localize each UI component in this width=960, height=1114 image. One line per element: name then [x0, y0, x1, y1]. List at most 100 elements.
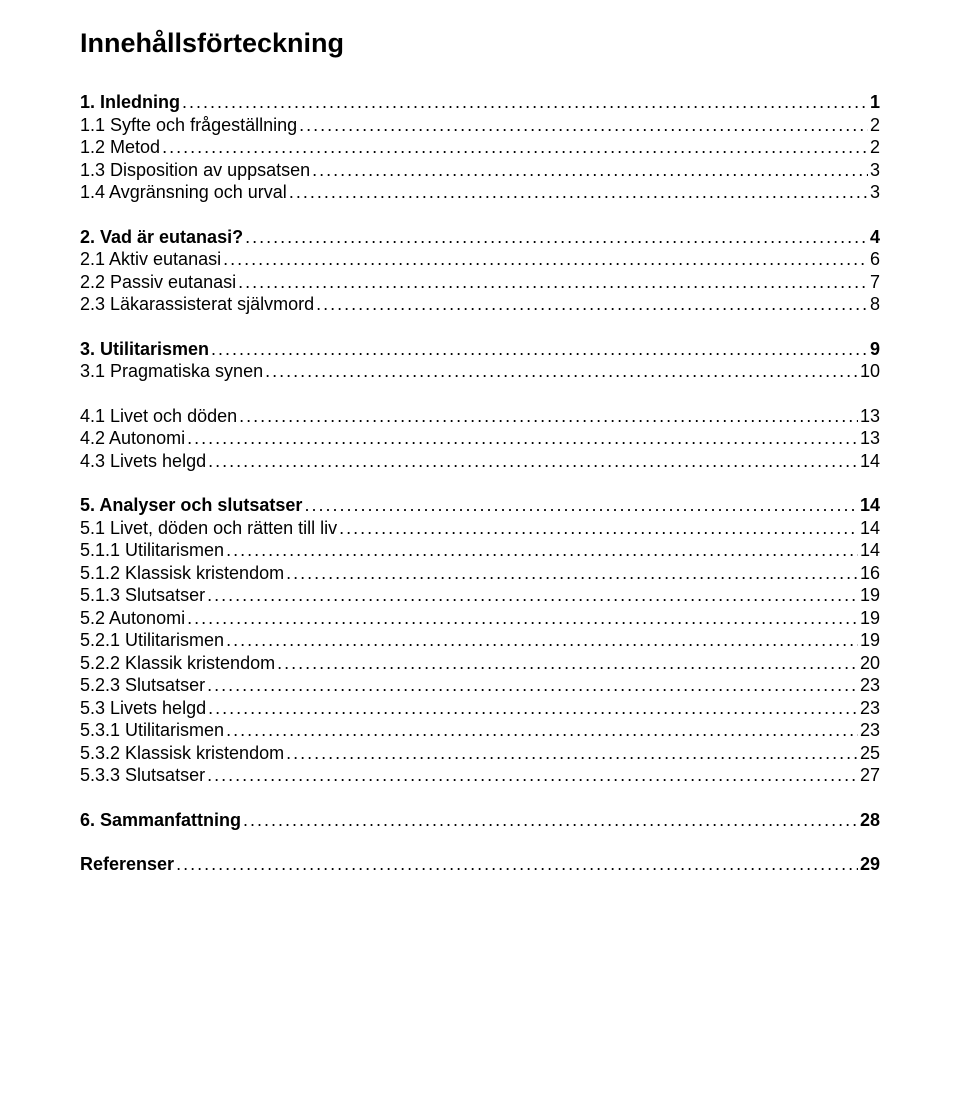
toc-dot-leader: [245, 226, 868, 249]
toc-row: 2.2 Passiv eutanasi 7: [80, 271, 880, 294]
toc-page-number: 25: [860, 742, 880, 765]
toc-page-number: 19: [860, 629, 880, 652]
toc-dot-leader: [239, 405, 858, 428]
toc-label: 5. Analyser och slutsatser: [80, 494, 302, 517]
toc-page-number: 2: [870, 114, 880, 137]
toc-dot-leader: [207, 584, 858, 607]
toc-row: 4.1 Livet och döden 13: [80, 405, 880, 428]
page-title: Innehållsförteckning: [80, 28, 880, 59]
toc-dot-leader: [207, 764, 858, 787]
toc-dot-leader: [208, 697, 858, 720]
toc-row: 1. Inledning 1: [80, 91, 880, 114]
toc-label: 5.2.1 Utilitarismen: [80, 629, 224, 652]
toc-dot-leader: [277, 652, 858, 675]
toc-label: 1.2 Metod: [80, 136, 160, 159]
toc-page-number: 29: [860, 853, 880, 876]
toc-page-number: 10: [860, 360, 880, 383]
toc-row: 3. Utilitarismen 9: [80, 338, 880, 361]
toc-label: 4.1 Livet och döden: [80, 405, 237, 428]
toc-dot-leader: [223, 248, 868, 271]
toc-page-number: 14: [860, 517, 880, 540]
toc-label: 1. Inledning: [80, 91, 180, 114]
toc-label: 6. Sammanfattning: [80, 809, 241, 832]
toc-page-number: 23: [860, 697, 880, 720]
toc-dot-leader: [312, 159, 868, 182]
toc-page-number: 2: [870, 136, 880, 159]
toc-row: 5.1 Livet, döden och rätten till liv 14: [80, 517, 880, 540]
toc-label: 5.3.3 Slutsatser: [80, 764, 205, 787]
toc-label: 5.2.3 Slutsatser: [80, 674, 205, 697]
toc-label: 4.3 Livets helgd: [80, 450, 206, 473]
toc-row: 6. Sammanfattning28: [80, 809, 880, 832]
toc-label: 5.3.2 Klassisk kristendom: [80, 742, 284, 765]
toc-page-number: 23: [860, 719, 880, 742]
toc-row: 5.2 Autonomi 19: [80, 607, 880, 630]
toc-page-number: 4: [870, 226, 880, 249]
toc-page-number: 3: [870, 181, 880, 204]
toc-row: 4.2 Autonomi 13: [80, 427, 880, 450]
toc-row: 2.1 Aktiv eutanasi6: [80, 248, 880, 271]
toc-page-number: 20: [860, 652, 880, 675]
toc-dot-leader: [299, 114, 868, 137]
toc-row: 5.1.1 Utilitarismen14: [80, 539, 880, 562]
toc-page-number: 14: [860, 494, 880, 517]
toc-label: 5.2 Autonomi: [80, 607, 185, 630]
toc-dot-leader: [207, 674, 858, 697]
toc-label: 1.4 Avgränsning och urval: [80, 181, 287, 204]
toc-page-number: 9: [870, 338, 880, 361]
toc-row: 5.3.1 Utilitarismen 23: [80, 719, 880, 742]
toc-row: 2.3 Läkarassisterat självmord 8: [80, 293, 880, 316]
toc-row: 2. Vad är eutanasi?4: [80, 226, 880, 249]
toc-row: 5.2.2 Klassik kristendom20: [80, 652, 880, 675]
toc-row: 5. Analyser och slutsatser 14: [80, 494, 880, 517]
toc-dot-leader: [286, 562, 858, 585]
toc-label: 5.3.1 Utilitarismen: [80, 719, 224, 742]
toc-label: 3. Utilitarismen: [80, 338, 209, 361]
toc-row: 1.2 Metod 2: [80, 136, 880, 159]
toc-page-number: 19: [860, 607, 880, 630]
toc-page-number: 13: [860, 427, 880, 450]
toc-row: 5.2.3 Slutsatser23: [80, 674, 880, 697]
toc-dot-leader: [286, 742, 858, 765]
toc-label: 5.3 Livets helgd: [80, 697, 206, 720]
toc-row: 3.1 Pragmatiska synen10: [80, 360, 880, 383]
toc-label: 2.2 Passiv eutanasi: [80, 271, 236, 294]
toc-spacer: [80, 472, 880, 494]
toc-row: 1.4 Avgränsning och urval 3: [80, 181, 880, 204]
toc-page-number: 8: [870, 293, 880, 316]
toc-dot-leader: [162, 136, 868, 159]
toc-page-number: 14: [860, 450, 880, 473]
toc-row: 5.3.3 Slutsatser27: [80, 764, 880, 787]
toc-page-number: 3: [870, 159, 880, 182]
toc-spacer: [80, 204, 880, 226]
toc-dot-leader: [187, 607, 858, 630]
toc-page-number: 19: [860, 584, 880, 607]
toc-page-number: 7: [870, 271, 880, 294]
toc-label: 2.3 Läkarassisterat självmord: [80, 293, 314, 316]
toc-dot-leader: [182, 91, 868, 114]
toc-spacer: [80, 787, 880, 809]
toc-spacer: [80, 383, 880, 405]
toc-row: Referenser 29: [80, 853, 880, 876]
toc-dot-leader: [211, 338, 868, 361]
toc-dot-leader: [208, 450, 858, 473]
toc-row: 5.1.3 Slutsatser19: [80, 584, 880, 607]
toc-dot-leader: [187, 427, 858, 450]
toc-page-number: 1: [870, 91, 880, 114]
toc-row: 4.3 Livets helgd 14: [80, 450, 880, 473]
toc-page-number: 16: [860, 562, 880, 585]
toc-dot-leader: [316, 293, 868, 316]
toc-row: 5.3.2 Klassisk kristendom 25: [80, 742, 880, 765]
toc-page-number: 13: [860, 405, 880, 428]
toc-label: 1.3 Disposition av uppsatsen: [80, 159, 310, 182]
toc-label: 5.1 Livet, döden och rätten till liv: [80, 517, 337, 540]
toc-label: 4.2 Autonomi: [80, 427, 185, 450]
toc-dot-leader: [243, 809, 858, 832]
toc-page-number: 6: [870, 248, 880, 271]
toc-dot-leader: [265, 360, 858, 383]
toc-label: 5.1.2 Klassisk kristendom: [80, 562, 284, 585]
toc-label: Referenser: [80, 853, 174, 876]
toc-dot-leader: [176, 853, 858, 876]
toc-dot-leader: [289, 181, 868, 204]
toc-label: 1.1 Syfte och frågeställning: [80, 114, 297, 137]
